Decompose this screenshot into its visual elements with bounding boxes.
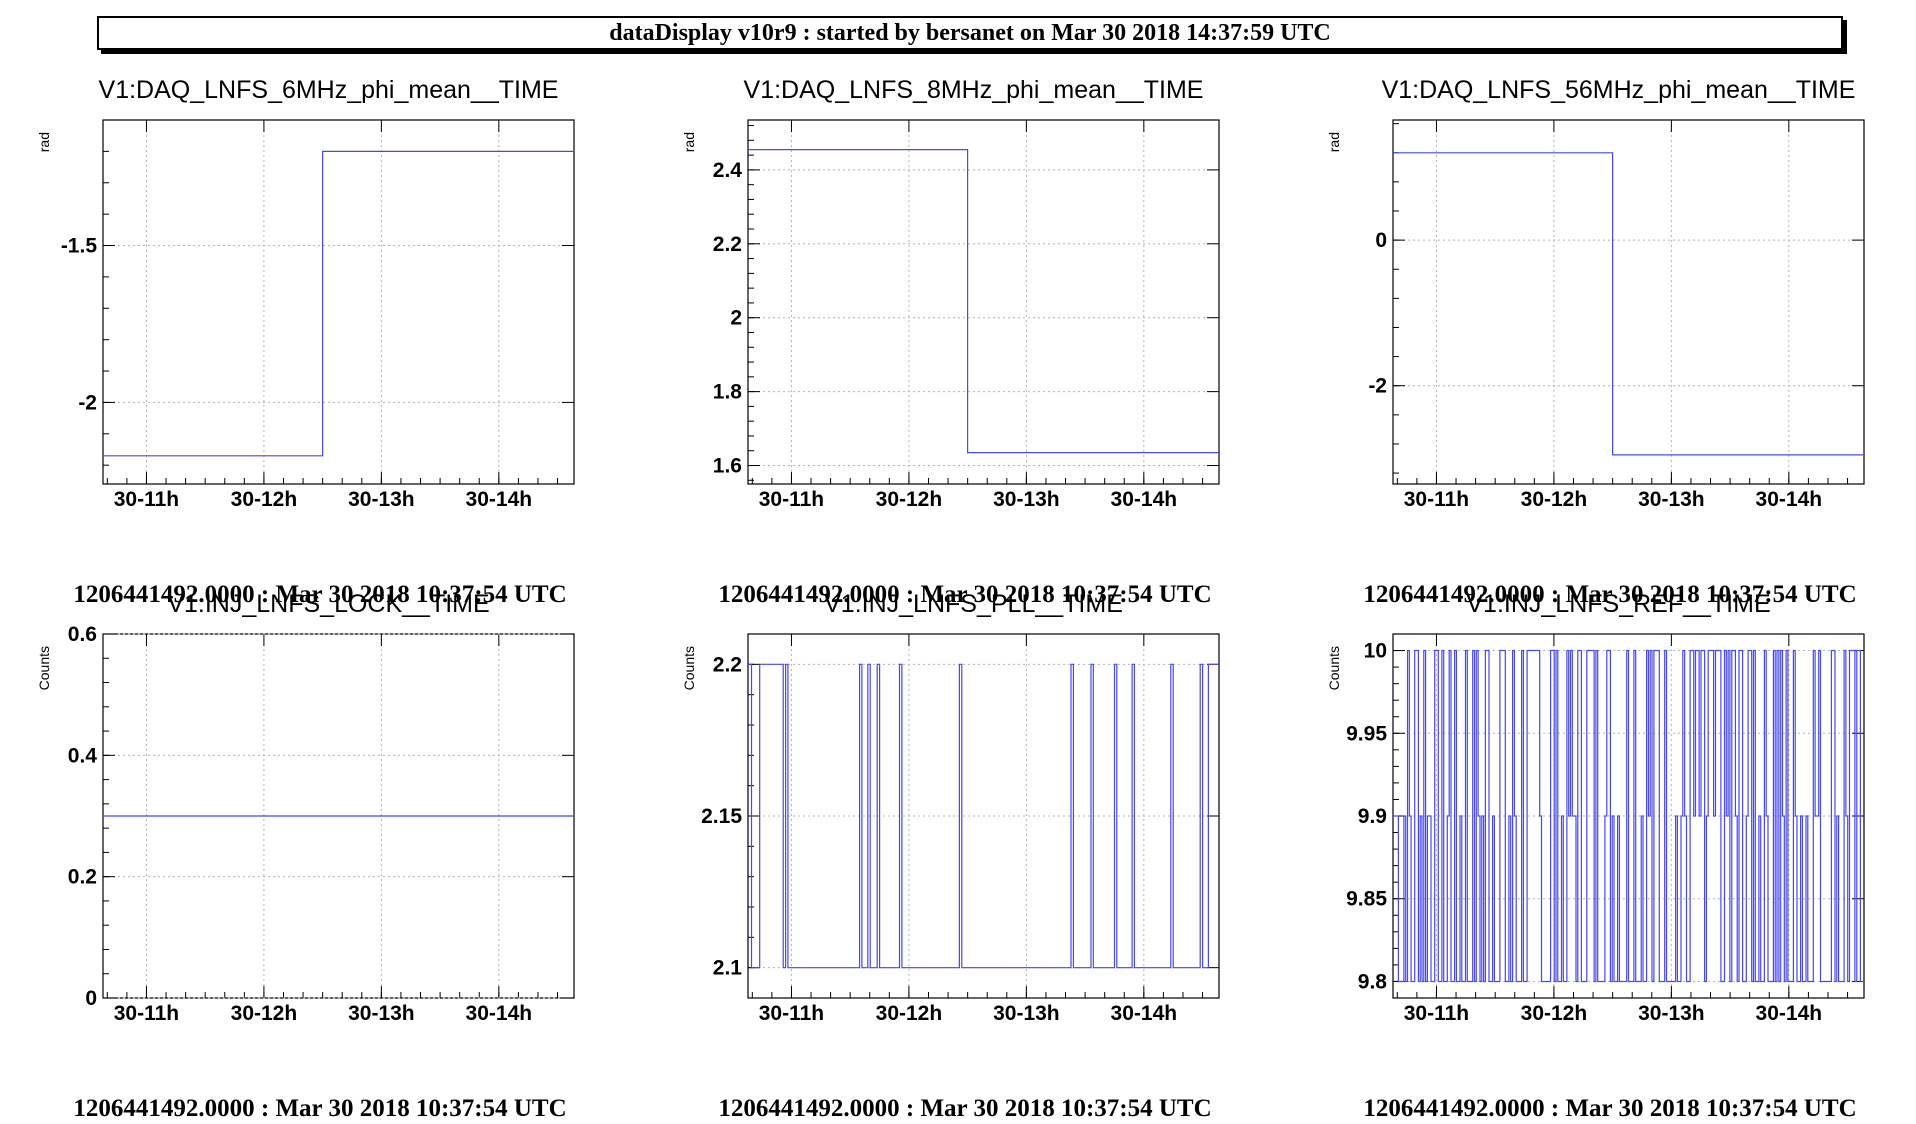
y-tick-label: -1.5 — [61, 235, 98, 258]
series-line — [1393, 152, 1864, 456]
y-tick-label: 2.1 — [713, 957, 743, 980]
y-tick-label: 0 — [1375, 229, 1387, 252]
series-group — [748, 663, 1219, 969]
chart-panel: V1:DAQ_LNFS_56MHz_phi_mean__TIME 30-11h 30… — [1290, 70, 1916, 610]
chart-footer: 1206441492.0000 : Mar 30 2018 10:37:54 U… — [1363, 1095, 1856, 1122]
banner-title: dataDisplay v10r9 : started by bersanet … — [609, 19, 1331, 46]
y-tick-label: -2 — [78, 391, 97, 414]
display-banner: dataDisplay v10r9 : started by bersanet … — [97, 16, 1843, 50]
chart-title: V1:DAQ_LNFS_8MHz_phi_mean__TIME — [744, 76, 1204, 104]
x-tick-label: 30-11h — [114, 488, 179, 511]
y-tick-label: 0 — [85, 987, 97, 1010]
chart-panel: V1:INJ_LNFS_PLL__TIME 30-11h 30-12h 30-13h 3… — [645, 584, 1285, 1124]
y-axis-label: Counts — [36, 646, 52, 690]
series-group — [1393, 152, 1864, 456]
chart-footer: 1206441492.0000 : Mar 30 2018 10:37:54 U… — [73, 1095, 566, 1122]
y-tick-label: 9.9 — [1358, 805, 1387, 828]
x-tick-label: 30-13h — [348, 1002, 415, 1025]
y-axis-label: rad — [1326, 132, 1342, 152]
chart-panel: V1:INJ_LNFS_LOCK__TIME 30-11h 30-12h 30-13h… — [0, 584, 640, 1124]
chart-footer: 1206441492.0000 : Mar 30 2018 10:37:54 U… — [1363, 581, 1856, 608]
x-tick-label: 30-12h — [231, 1002, 298, 1025]
chart-title: V1:DAQ_LNFS_56MHz_phi_mean__TIME — [1382, 76, 1856, 104]
series-group — [1393, 649, 1864, 983]
y-axis-label: rad — [681, 132, 697, 152]
x-tick-label: 30-13h — [1638, 1002, 1705, 1025]
y-axis-label: Counts — [1326, 646, 1342, 690]
y-tick-label: 2 — [730, 307, 742, 330]
x-tick-label: 30-14h — [466, 1002, 533, 1025]
y-axis-label: Counts — [681, 646, 697, 690]
x-tick-label: 30-11h — [759, 1002, 824, 1025]
chart-svg: V1:INJ_LNFS_REF__TIME 30-11h 30-12h 30-13h 3… — [1326, 590, 1865, 1122]
chart-svg: V1:DAQ_LNFS_56MHz_phi_mean__TIME 30-11h 30… — [1326, 76, 1865, 608]
chart-svg: V1:DAQ_LNFS_8MHz_phi_mean__TIME 30-11h 30-… — [681, 76, 1220, 608]
x-tick-label: 30-13h — [1638, 488, 1705, 511]
y-tick-label: 9.95 — [1346, 722, 1387, 745]
plot-frame — [1392, 119, 1865, 485]
y-tick-label: 2.15 — [701, 805, 742, 828]
x-tick-label: 30-12h — [876, 1002, 943, 1025]
series-group — [103, 150, 574, 457]
series-line — [748, 149, 1219, 454]
chart-svg: V1:INJ_LNFS_LOCK__TIME 30-11h 30-12h 30-13h… — [36, 590, 575, 1122]
x-tick-label: 30-11h — [759, 488, 824, 511]
chart-footer: 1206441492.0000 : Mar 30 2018 10:37:54 U… — [73, 581, 566, 608]
chart-title: V1:INJ_LNFS_REF__TIME — [1466, 590, 1770, 618]
series-line — [1393, 649, 1864, 983]
y-tick-label: 1.6 — [713, 455, 742, 478]
chart-panel: V1:DAQ_LNFS_8MHz_phi_mean__TIME 30-11h 30-… — [645, 70, 1285, 610]
chart-svg: V1:INJ_LNFS_PLL__TIME 30-11h 30-12h 30-13h 3… — [681, 590, 1220, 1122]
y-axis-label: rad — [36, 132, 52, 152]
y-tick-label: 1.8 — [713, 381, 743, 404]
x-tick-label: 30-14h — [1756, 1002, 1823, 1025]
y-tick-label: 2.2 — [713, 653, 742, 676]
plot-frame — [102, 119, 575, 485]
x-tick-label: 30-11h — [114, 1002, 179, 1025]
x-tick-label: 30-14h — [466, 488, 533, 511]
y-tick-label: 0.6 — [68, 623, 97, 646]
x-tick-label: 30-12h — [1521, 1002, 1588, 1025]
y-tick-label: 0.4 — [68, 744, 98, 767]
series-group — [748, 149, 1219, 454]
y-tick-label: -2 — [1368, 375, 1387, 398]
x-tick-label: 30-13h — [993, 1002, 1060, 1025]
x-tick-label: 30-12h — [876, 488, 943, 511]
chart-title: V1:DAQ_LNFS_6MHz_phi_mean__TIME — [99, 76, 559, 104]
chart-footer: 1206441492.0000 : Mar 30 2018 10:37:54 U… — [718, 1095, 1211, 1122]
chart-title: V1:INJ_LNFS_PLL__TIME — [824, 590, 1123, 618]
plot-frame — [747, 119, 1220, 485]
x-tick-label: 30-14h — [1756, 488, 1823, 511]
x-tick-label: 30-12h — [231, 488, 298, 511]
chart-panel: V1:INJ_LNFS_REF__TIME 30-11h 30-12h 30-13h 3… — [1290, 584, 1916, 1124]
y-tick-label: 10 — [1364, 640, 1387, 663]
y-tick-label: 9.85 — [1346, 888, 1387, 911]
x-tick-label: 30-13h — [348, 488, 415, 511]
x-tick-label: 30-14h — [1111, 1002, 1178, 1025]
y-tick-label: 9.8 — [1358, 970, 1388, 993]
x-tick-label: 30-14h — [1111, 488, 1178, 511]
y-tick-label: 2.2 — [713, 233, 742, 256]
series-line — [103, 150, 574, 457]
x-tick-label: 30-11h — [1404, 1002, 1469, 1025]
x-tick-label: 30-12h — [1521, 488, 1588, 511]
x-tick-label: 30-13h — [993, 488, 1060, 511]
chart-footer: 1206441492.0000 : Mar 30 2018 10:37:54 U… — [718, 581, 1211, 608]
x-tick-label: 30-11h — [1404, 488, 1469, 511]
y-tick-label: 0.2 — [68, 866, 97, 889]
chart-svg: V1:DAQ_LNFS_6MHz_phi_mean__TIME 30-11h 30-… — [36, 76, 575, 608]
chart-panel: V1:DAQ_LNFS_6MHz_phi_mean__TIME 30-11h 30-… — [0, 70, 640, 610]
y-tick-label: 2.4 — [713, 159, 743, 182]
series-line — [748, 663, 1219, 969]
chart-title: V1:INJ_LNFS_LOCK__TIME — [167, 590, 489, 618]
